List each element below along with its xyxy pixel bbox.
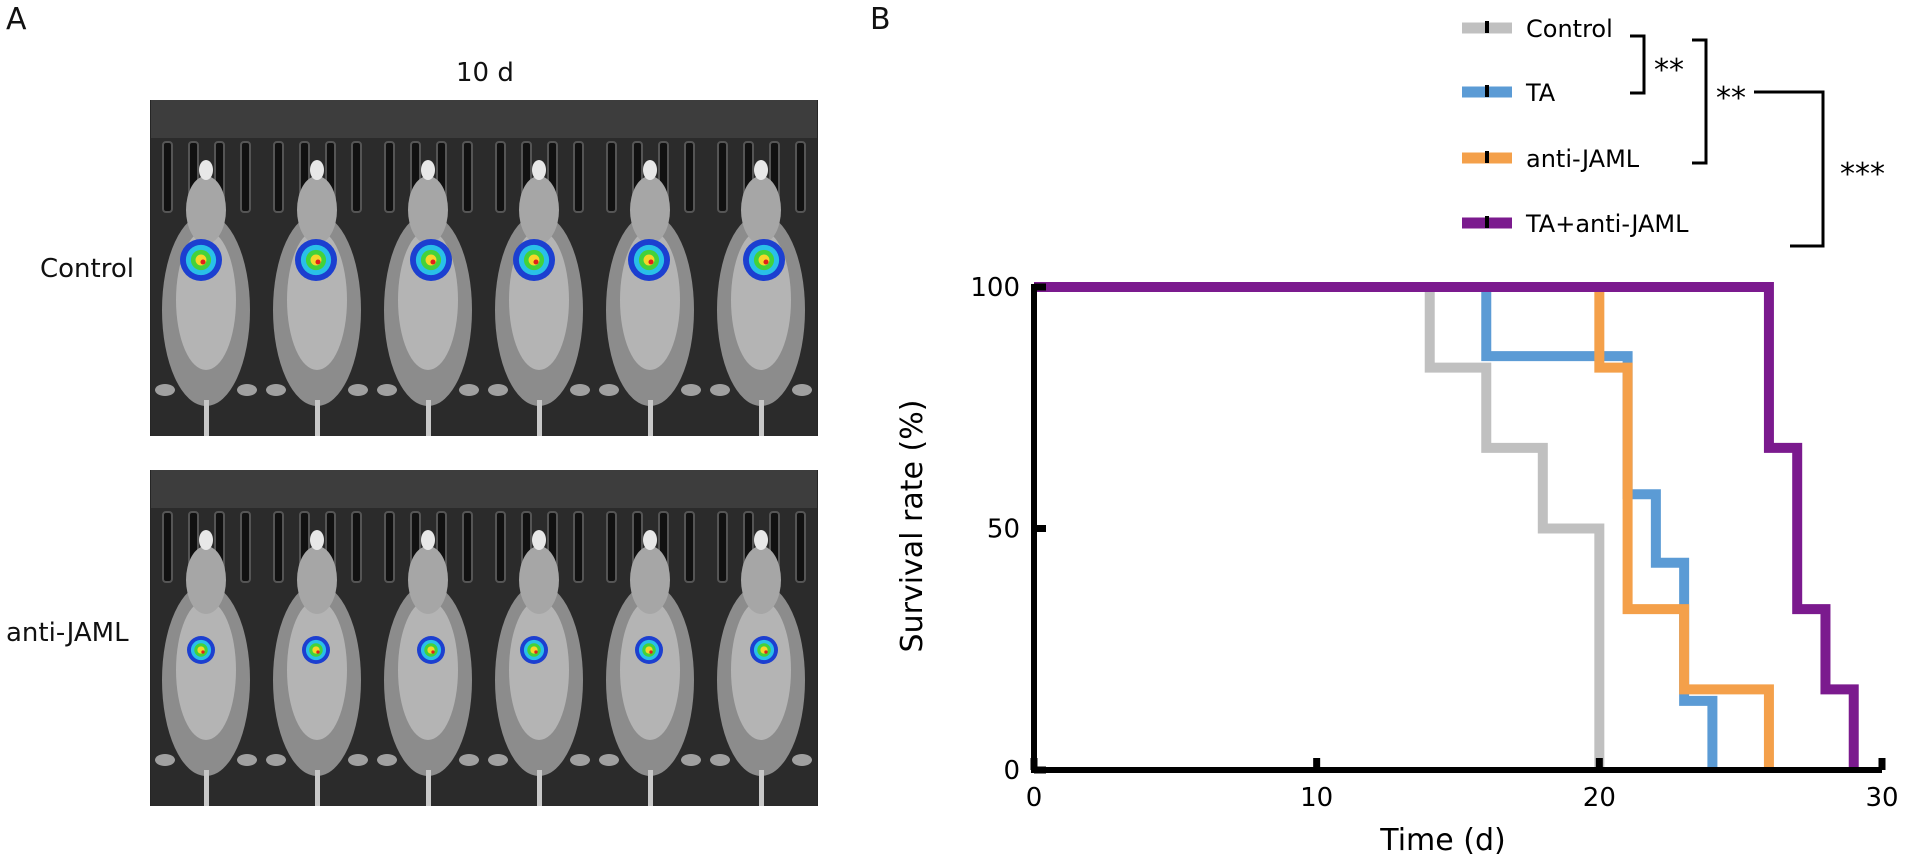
mouse-image [373, 470, 484, 806]
timepoint-label: 10 d [456, 58, 514, 88]
mouse-image [484, 100, 595, 436]
legend-item-ta-anti-jaml: TA+anti-JAML [1462, 210, 1689, 238]
significance-brackets [1630, 34, 1825, 248]
x-tick-label: 0 [1026, 783, 1043, 813]
legend-label-ta: TA [1525, 79, 1556, 107]
significance-label-1: ** [1654, 53, 1684, 88]
legend-label-anti-jaml: anti-JAML [1526, 145, 1640, 173]
legend-label-ta-anti-jaml: TA+anti-JAML [1525, 210, 1689, 238]
mouse-image [706, 100, 817, 436]
legend-item-control: Control [1462, 15, 1613, 43]
mouse-image [595, 470, 706, 806]
x-tick-label: 10 [1300, 783, 1333, 813]
mouse-image [484, 470, 595, 806]
y-tick-label: 100 [970, 273, 1020, 303]
row-label-control: Control [40, 254, 134, 284]
series-line-control [1034, 282, 1605, 770]
plot-area: 0 10 20 30 0 50 100 [970, 273, 1898, 813]
mouse-image [151, 100, 262, 436]
legend-item-ta: TA [1462, 79, 1556, 107]
mouse-image [262, 100, 373, 436]
bioluminescence-image-anti-jaml [150, 470, 818, 806]
series-line-ta [1034, 282, 1718, 770]
y-tick-label: 50 [987, 515, 1020, 545]
series-line-ta-anti-jaml [1034, 282, 1859, 770]
mouse-image [151, 470, 262, 806]
mouse-image [706, 470, 817, 806]
series-line-anti-jaml [1034, 282, 1774, 770]
panel-a-label: A [6, 2, 27, 37]
bracket-control-vs-combo [1754, 90, 1825, 248]
legend-item-anti-jaml: anti-JAML [1462, 145, 1640, 173]
bioluminescence-image-control [150, 100, 818, 436]
row-label-anti-jaml: anti-JAML [6, 618, 129, 648]
significance-label-3: *** [1840, 157, 1885, 192]
y-tick-label: 0 [1003, 756, 1020, 786]
bracket-control-vs-ta [1630, 34, 1646, 95]
panel-b-label: B [870, 2, 891, 37]
legend-label-control: Control [1526, 15, 1613, 43]
mouse-image [595, 100, 706, 436]
significance-label-2: ** [1716, 81, 1746, 116]
x-axis-label: Time (d) [1379, 823, 1505, 856]
legend: Control TA anti-JAML TA+anti-JAML [1462, 15, 1689, 238]
bracket-control-vs-anti-jaml [1692, 38, 1708, 165]
x-tick-label: 30 [1865, 783, 1898, 813]
mouse-image [373, 100, 484, 436]
y-axis-label: Survival rate (%) [895, 400, 930, 653]
mouse-image [262, 470, 373, 806]
x-tick-label: 20 [1583, 783, 1616, 813]
